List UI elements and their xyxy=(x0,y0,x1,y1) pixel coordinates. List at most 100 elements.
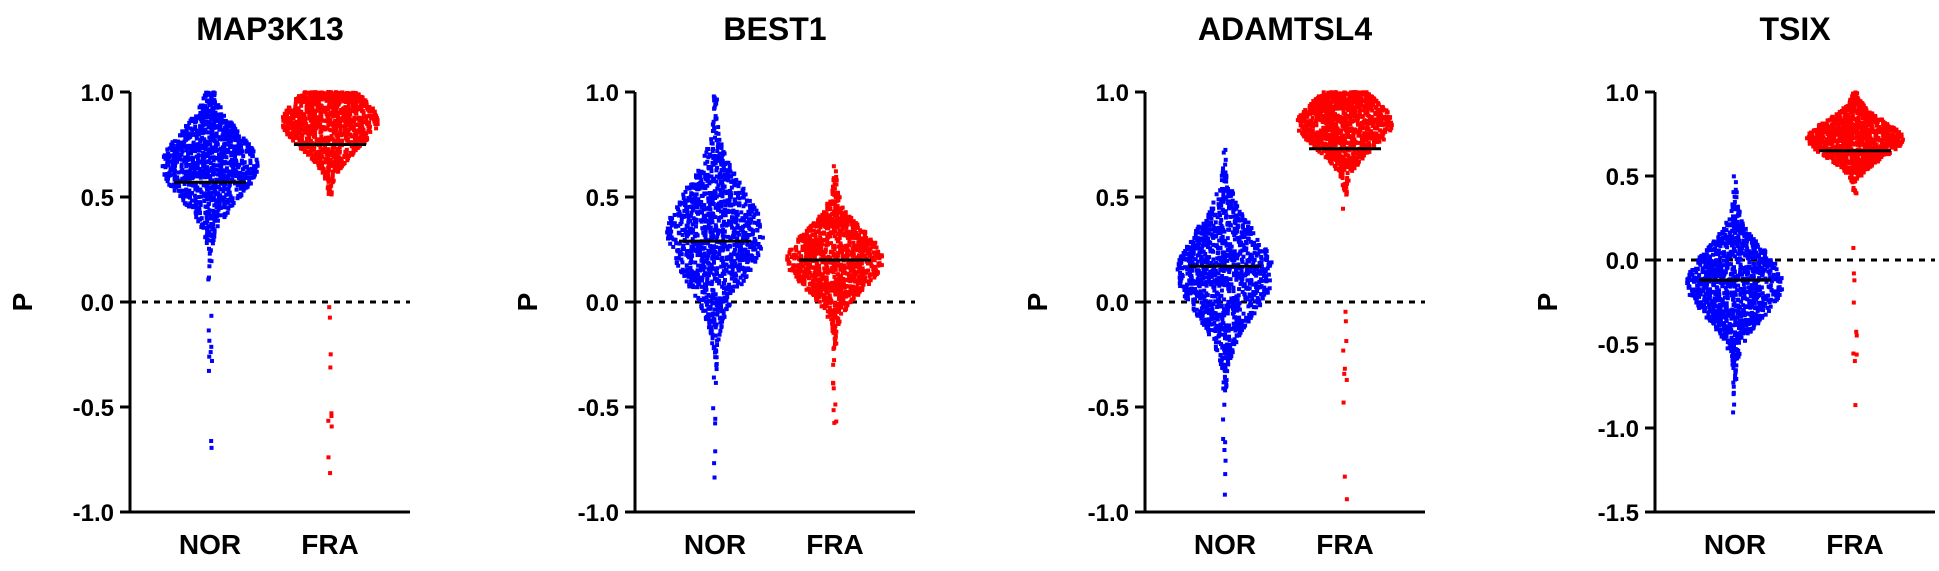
data-point xyxy=(221,198,226,203)
data-point xyxy=(221,131,226,136)
data-point xyxy=(1229,203,1234,208)
data-point xyxy=(1213,294,1218,299)
data-point xyxy=(337,131,342,136)
data-point xyxy=(204,107,209,112)
data-point xyxy=(332,153,337,158)
data-point xyxy=(207,354,212,359)
data-point xyxy=(720,255,725,260)
data-point xyxy=(1213,344,1218,349)
data-point xyxy=(342,155,347,160)
data-point xyxy=(861,230,866,235)
data-point xyxy=(814,273,819,278)
data-point xyxy=(867,274,872,279)
data-point xyxy=(326,179,331,184)
data-point xyxy=(848,235,853,240)
data-point xyxy=(204,220,209,225)
data-point xyxy=(180,157,185,162)
data-point xyxy=(676,230,681,235)
data-point xyxy=(822,223,827,228)
data-point xyxy=(833,169,838,174)
data-point xyxy=(703,308,708,313)
data-point xyxy=(708,229,713,234)
data-point xyxy=(809,290,814,295)
data-point xyxy=(719,325,724,330)
data-point xyxy=(189,151,194,156)
data-point xyxy=(837,309,842,314)
data-point xyxy=(695,253,700,258)
data-point xyxy=(333,104,338,109)
data-point xyxy=(300,128,305,133)
data-point xyxy=(719,204,724,209)
data-point xyxy=(754,208,759,213)
data-point xyxy=(315,153,320,158)
data-point xyxy=(713,135,718,140)
data-point xyxy=(803,241,808,246)
data-point xyxy=(177,153,182,158)
data-point xyxy=(302,128,307,133)
data-point xyxy=(364,117,369,122)
data-point xyxy=(1208,299,1213,304)
data-point xyxy=(689,244,694,249)
data-point xyxy=(676,223,681,228)
data-point xyxy=(172,139,177,144)
data-point xyxy=(834,175,839,180)
data-point xyxy=(1204,255,1209,260)
data-point xyxy=(683,189,688,194)
data-point xyxy=(695,184,700,189)
data-point xyxy=(846,217,851,222)
data-point xyxy=(319,112,324,117)
data-point xyxy=(826,286,831,291)
data-point xyxy=(303,140,308,145)
data-point xyxy=(741,204,746,209)
data-point xyxy=(711,259,716,264)
data-point xyxy=(816,229,821,234)
data-point xyxy=(702,246,707,251)
data-point xyxy=(207,168,212,173)
data-point xyxy=(352,115,357,120)
data-point xyxy=(1206,274,1211,279)
data-point xyxy=(719,179,724,184)
data-point xyxy=(849,222,854,227)
data-point xyxy=(365,114,370,119)
data-point xyxy=(328,162,333,167)
data-point xyxy=(340,118,345,123)
y-tick-label: 0.5 xyxy=(586,185,619,212)
data-point xyxy=(1228,214,1233,219)
data-point xyxy=(197,113,202,118)
data-point xyxy=(706,292,711,297)
data-point xyxy=(1237,307,1242,312)
data-point xyxy=(706,248,711,253)
data-point xyxy=(335,116,340,121)
data-point xyxy=(314,126,319,131)
data-point xyxy=(728,174,733,179)
data-point xyxy=(738,225,743,230)
data-point xyxy=(708,214,713,219)
data-point xyxy=(721,236,726,241)
data-point xyxy=(1195,259,1200,264)
data-point xyxy=(241,188,246,193)
data-point xyxy=(195,185,200,190)
data-point xyxy=(850,284,855,289)
data-point xyxy=(713,224,718,229)
data-point xyxy=(1239,279,1244,284)
data-point xyxy=(706,211,711,216)
data-point xyxy=(297,94,302,99)
data-point xyxy=(860,286,865,291)
data-point xyxy=(698,250,703,255)
data-point xyxy=(187,162,192,167)
data-point xyxy=(806,267,811,272)
data-point xyxy=(795,263,800,268)
data-point xyxy=(702,271,707,276)
y-tick-label: -1.0 xyxy=(73,500,114,527)
data-point xyxy=(308,100,313,105)
data-point xyxy=(219,114,224,119)
data-point xyxy=(194,119,199,124)
data-point xyxy=(339,159,344,164)
data-point xyxy=(193,195,198,200)
data-point xyxy=(686,220,691,225)
data-point xyxy=(840,205,845,210)
data-point xyxy=(735,230,740,235)
data-point xyxy=(326,147,331,152)
data-point xyxy=(685,198,690,203)
data-point xyxy=(735,256,740,261)
